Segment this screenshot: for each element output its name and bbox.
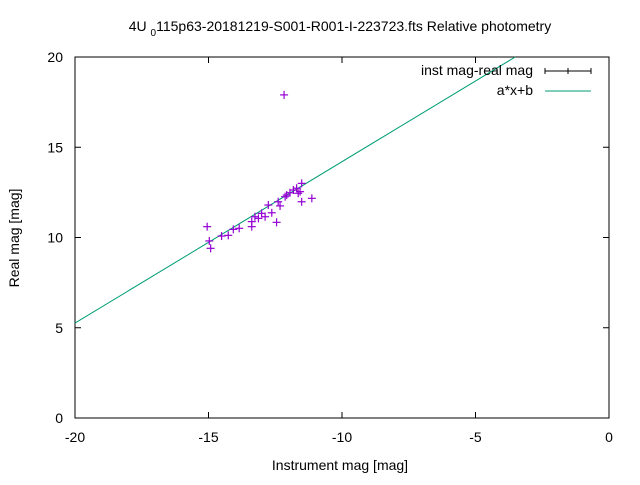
data-point [297, 179, 306, 188]
x-tick-label: -5 [469, 429, 482, 445]
x-tick-label: -10 [332, 429, 352, 445]
y-tick-label: 20 [47, 49, 63, 65]
data-point [272, 218, 281, 227]
data-point [274, 197, 283, 206]
data-point [217, 232, 226, 241]
data-point [267, 208, 276, 217]
data-point [261, 212, 270, 221]
legend-errorbar-sample [544, 68, 592, 74]
data-point [203, 222, 212, 231]
data-point [206, 244, 215, 253]
data-point [281, 192, 290, 201]
data-point [294, 189, 303, 198]
y-tick-label: 15 [47, 139, 63, 155]
data-point [205, 236, 214, 245]
legend-label-points: inst mag-real mag [421, 62, 533, 78]
data-point [254, 214, 263, 223]
x-tick-label: -15 [198, 429, 218, 445]
data-point [296, 187, 305, 196]
y-tick-label: 5 [55, 320, 63, 336]
axis-ticks: -20 -15 -10 -5 0 0 5 10 15 20 [47, 49, 613, 445]
legend-label-fit: a*x+b [497, 82, 533, 98]
chart-title: 4U 0115p63-20181219-S001-R001-I-223723.f… [129, 18, 551, 39]
y-axis-label: Real mag [mag] [6, 189, 22, 288]
legend: inst mag-real mag a*x+b [421, 62, 592, 98]
plot-border [74, 56, 610, 419]
data-point [280, 90, 289, 99]
data-point [247, 222, 256, 231]
data-point [257, 209, 266, 218]
x-axis-label: Instrument mag [mag] [272, 457, 408, 473]
x-tick-label: -20 [65, 429, 85, 445]
x-tick-label: 0 [605, 429, 613, 445]
y-tick-label: 0 [55, 410, 63, 426]
data-point [235, 224, 244, 233]
data-point [224, 231, 233, 240]
data-point [276, 201, 285, 210]
data-point [250, 212, 259, 221]
data-point [292, 184, 301, 193]
data-point [229, 225, 238, 234]
data-point [264, 201, 273, 210]
data-points-group [203, 90, 316, 253]
data-point [307, 194, 316, 203]
data-point [297, 197, 306, 206]
y-tick-label: 10 [47, 230, 63, 246]
